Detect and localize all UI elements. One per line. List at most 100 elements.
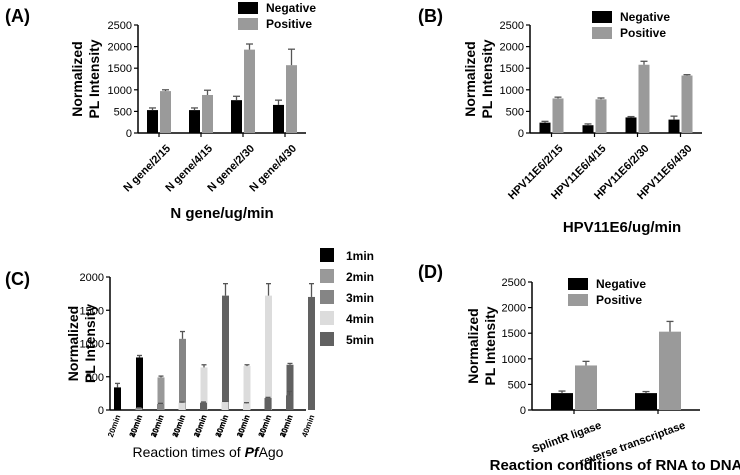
bar-negative	[625, 117, 637, 133]
legend-swatch	[320, 332, 334, 346]
panel-a: 0 500 1000 1500 2000 2500 NormalizedPL Intensi…	[5, 1, 316, 222]
bar-positive	[575, 365, 597, 410]
y-tick-label: 2000	[108, 42, 132, 54]
legend-swatch	[320, 290, 334, 304]
panel-label: (B)	[418, 6, 443, 26]
y-axis-title: NormalizedPL Intensity	[69, 39, 102, 118]
bar-group7	[264, 398, 272, 410]
bar-3min	[179, 338, 186, 410]
y-axis-title: NormalizedPL Intensity	[462, 39, 495, 118]
panel-label: (C)	[5, 269, 30, 289]
x-time-label: 20min	[106, 414, 122, 439]
legend-swatch	[320, 248, 334, 262]
legend-swatch	[320, 311, 334, 325]
y-axis-title-line2: PL Intensity	[86, 39, 102, 118]
bar-3min	[157, 404, 164, 410]
x-axis-title-suffix: Ago	[259, 444, 284, 460]
bar-1min	[136, 357, 143, 410]
y-tick-label: 2000	[502, 303, 526, 315]
legend-label: Positive	[266, 17, 312, 31]
bar-1min	[114, 387, 121, 410]
panel-label: (A)	[5, 6, 30, 26]
bar-positive	[244, 49, 255, 133]
y-tick-label: 0	[98, 405, 104, 417]
y-tick-label: 1000	[80, 339, 104, 351]
legend-label: 3min	[346, 291, 374, 305]
bar-negative	[551, 393, 573, 410]
x-axis-title: N gene/ug/min	[170, 205, 273, 222]
legend-swatch	[568, 278, 588, 290]
bar-4min	[200, 367, 208, 410]
y-tick-label: 1000	[502, 354, 526, 366]
bar-positive	[638, 64, 650, 133]
bar-group6	[243, 403, 250, 410]
y-tick-label: 0	[518, 128, 524, 140]
y-axis-title-line2: PL Intensity	[482, 306, 498, 385]
x-axis-title: Reaction times of PfAgo	[133, 444, 284, 460]
bar-positive	[160, 91, 171, 133]
bar-negative	[147, 110, 158, 133]
y-tick-label: 1500	[502, 328, 526, 340]
legend-label: Negative	[620, 10, 670, 24]
y-tick-label: 2500	[108, 20, 132, 32]
bar-group6	[265, 295, 272, 410]
y-tick-label: 1000	[108, 85, 132, 97]
bar-negative	[582, 125, 594, 133]
legend-label: Negative	[596, 277, 646, 291]
y-axis-title-line1: Normalized	[465, 308, 481, 383]
bar-negative	[231, 100, 242, 133]
y-axis-title-line1: Normalized	[65, 306, 81, 381]
bar-4min	[178, 402, 186, 410]
x-axis-title-italic: Pf	[245, 444, 260, 460]
legend-swatch	[568, 294, 588, 306]
legend-label: Negative	[266, 1, 316, 15]
y-tick-label: 500	[114, 106, 132, 118]
legend-swatch	[592, 11, 612, 23]
legend-swatch	[238, 2, 258, 14]
x-axis-title: Reaction conditions of RNA to DNA	[490, 457, 740, 474]
y-axis-title: NormalizedPL Intensity	[465, 306, 498, 385]
x-axis-title-prefix: Reaction times of	[133, 444, 245, 460]
legend-label: 2min	[346, 270, 374, 284]
x-time-label: 20min	[235, 414, 251, 439]
y-tick-label: 2000	[500, 42, 524, 54]
bar-positive	[681, 75, 693, 133]
x-time-label: 40min	[300, 414, 316, 439]
y-tick-label: 1000	[500, 85, 524, 97]
y-axis-title-line1: Normalized	[69, 41, 85, 116]
bar-negative	[189, 110, 200, 133]
y-tick-label: 500	[506, 106, 524, 118]
bar-negative	[273, 104, 284, 133]
bar-positive	[202, 94, 213, 133]
panel-d: 0 500 1000 1500 2000 2500 NormalizedPL Intensi…	[418, 262, 740, 474]
bar-2min	[157, 377, 165, 410]
y-axis-title: NormalizedPL Intensity	[65, 304, 98, 383]
y-tick-label: 500	[86, 372, 104, 384]
bar-negative	[668, 119, 680, 133]
bar-group7	[286, 364, 294, 410]
y-tick-label: 0	[126, 128, 132, 140]
y-tick-label: 1500	[80, 305, 104, 317]
legend-label: Positive	[620, 26, 666, 40]
y-tick-label: 0	[520, 405, 526, 417]
legend-swatch	[320, 269, 334, 283]
y-axis-title-line2: PL Intensity	[479, 39, 495, 118]
bar-group5	[243, 366, 251, 410]
y-axis-title-line2: PL Intensity	[82, 304, 98, 383]
panel-label: (D)	[418, 262, 443, 282]
bar-negative	[635, 393, 657, 410]
bar-positive	[659, 331, 681, 410]
y-tick-label: 1500	[500, 63, 524, 75]
bar-5min	[200, 402, 207, 410]
legend-label: 4min	[346, 312, 374, 326]
y-tick-label: 2500	[500, 20, 524, 32]
x-time-label: 20min	[278, 414, 294, 439]
legend-label: 1min	[346, 249, 374, 263]
x-category-label: SplintR ligase	[531, 420, 603, 456]
bar-positive	[286, 65, 297, 133]
x-time-label: 20min	[214, 414, 230, 439]
bar-group8	[308, 296, 315, 410]
legend-label: 5min	[346, 333, 374, 347]
bar-group8	[286, 395, 293, 410]
